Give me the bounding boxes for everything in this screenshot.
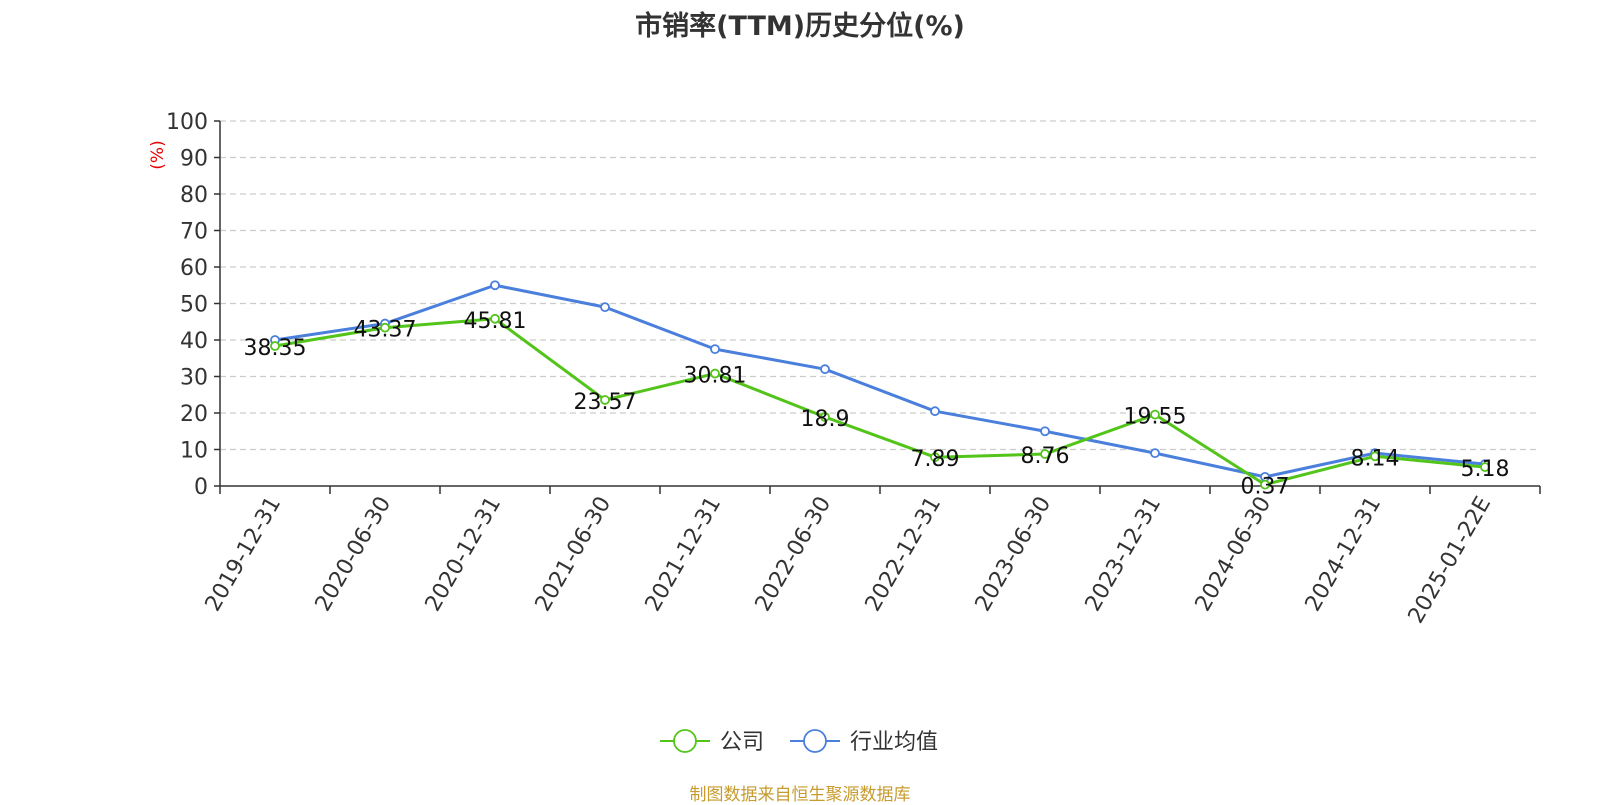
- data-point: [1150, 409, 1160, 420]
- data-label: 7.89: [911, 447, 960, 472]
- data-label: 38.35: [244, 336, 307, 361]
- x-tick-label: 2022-12-31: [861, 493, 947, 616]
- data-point: [1370, 451, 1380, 462]
- data-label: 8.76: [1021, 444, 1070, 469]
- x-tick-label: 2025-01-22E: [1404, 493, 1497, 628]
- data-point: [710, 368, 720, 379]
- legend-label: 公司: [720, 730, 764, 755]
- grid-lines: [220, 120, 1540, 451]
- data-point: [820, 364, 830, 375]
- data-label: 30.81: [684, 364, 747, 389]
- data-point: [270, 341, 280, 351]
- axes: 0 10 20 30 40 50 60 70 80 90 100 (%) 2019-12-31 2020-…: [148, 110, 1541, 628]
- legend-circle-icon: [803, 729, 827, 753]
- data-point: [930, 452, 940, 463]
- data-point: [1150, 448, 1160, 459]
- data-label: 23.57: [574, 390, 637, 415]
- data-label: 8.14: [1351, 446, 1400, 471]
- y-tick-label: 80: [180, 183, 208, 208]
- data-label: 43.37: [354, 318, 417, 343]
- chart-title: 市销率(TTM)历史分位(%): [635, 11, 965, 42]
- y-axis-label: (%): [148, 140, 168, 169]
- data-point: [1040, 426, 1050, 437]
- y-tick-label: 10: [180, 439, 208, 464]
- x-tick-label: 2024-06-30: [1191, 493, 1277, 616]
- y-tick-label: 0: [194, 475, 208, 500]
- series-line-1: [274, 283, 1486, 479]
- y-tick-label: 40: [180, 329, 208, 354]
- x-tick-label: 2020-12-31: [421, 493, 507, 616]
- y-tick-label: 70: [180, 220, 208, 245]
- data-label: 19.55: [1124, 405, 1187, 430]
- data-point: [600, 302, 610, 313]
- data-point: [710, 344, 720, 355]
- x-tick-label: 2023-06-30: [971, 493, 1057, 616]
- y-tick-label: 90: [180, 147, 208, 172]
- legend: 公司 行业均值: [660, 729, 938, 755]
- data-point: [820, 412, 830, 422]
- x-tick-label: 2021-12-31: [641, 493, 727, 616]
- data-point: [380, 322, 390, 333]
- data-label: 45.81: [464, 309, 527, 334]
- legend-item-0[interactable]: 公司: [660, 729, 764, 755]
- x-tick-label: 2020-06-30: [311, 493, 397, 616]
- legend-label: 行业均值: [850, 730, 938, 755]
- series-line-0: [274, 317, 1486, 487]
- data-point: [490, 313, 500, 324]
- data-point: [1040, 449, 1050, 459]
- y-tick-label: 20: [180, 402, 208, 427]
- x-tick-label: 2021-06-30: [531, 493, 617, 616]
- y-tick-label: 100: [166, 110, 208, 135]
- y-tick-label: 30: [180, 366, 208, 391]
- data-source-note: 制图数据来自恒生聚源数据库: [689, 785, 911, 805]
- legend-circle-icon: [673, 729, 697, 753]
- data-label: 18.9: [801, 407, 850, 432]
- data-point: [490, 280, 500, 291]
- y-tick-label: 60: [180, 256, 208, 281]
- x-tick-label: 2019-12-31: [201, 493, 287, 616]
- data-point: [930, 406, 940, 417]
- x-tick-label: 2022-06-30: [751, 493, 837, 616]
- x-tick-label: 2023-12-31: [1081, 493, 1167, 616]
- x-tick-label: 2024-12-31: [1301, 493, 1387, 616]
- data-label: 5.18: [1461, 457, 1510, 482]
- legend-item-1[interactable]: 行业均值: [790, 729, 938, 755]
- y-tick-label: 50: [180, 293, 208, 318]
- data-point: [1480, 462, 1490, 472]
- data-labels: 38.35 43.37 45.81 23.57 30.81 18.9 7.89 8.76 19.…: [244, 309, 1510, 500]
- data-point: [1260, 479, 1270, 490]
- data-label: 0.37: [1241, 475, 1290, 500]
- data-point: [600, 395, 610, 405]
- series-layer: [270, 280, 1490, 490]
